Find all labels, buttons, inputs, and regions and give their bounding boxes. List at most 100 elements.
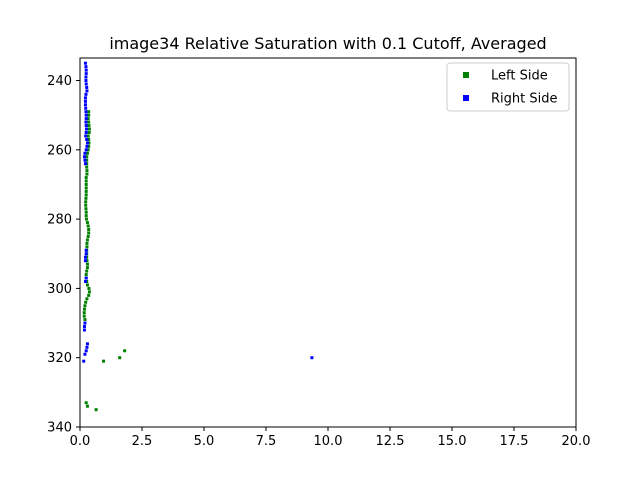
data-point: [85, 165, 89, 169]
data-point: [84, 248, 88, 252]
x-tick-label: 10.0: [314, 434, 343, 449]
x-tick-label: 12.5: [376, 434, 405, 449]
data-point: [84, 130, 88, 134]
data-point: [84, 182, 88, 186]
data-point: [84, 214, 88, 218]
data-point: [82, 314, 86, 318]
data-point: [84, 106, 88, 110]
data-point: [87, 286, 91, 290]
x-tick-label: 17.5: [500, 434, 529, 449]
data-point: [84, 68, 88, 72]
data-point: [84, 82, 88, 86]
y-tick-label: 300: [47, 282, 72, 297]
data-point: [85, 89, 89, 93]
data-point: [87, 113, 91, 117]
data-point: [84, 196, 88, 200]
data-point: [84, 217, 88, 221]
data-point: [85, 345, 89, 349]
data-point: [83, 158, 87, 162]
data-point: [83, 96, 87, 100]
data-point: [84, 189, 88, 193]
data-point: [87, 137, 91, 141]
legend-marker: [463, 72, 469, 78]
data-point: [85, 297, 89, 301]
data-point: [85, 283, 89, 287]
data-point: [87, 120, 91, 124]
data-point: [84, 203, 88, 207]
data-point: [86, 224, 90, 228]
data-point: [84, 179, 88, 183]
data-point: [87, 144, 91, 148]
data-point: [85, 155, 89, 159]
data-point: [83, 304, 87, 308]
x-tick-label: 20.0: [562, 434, 591, 449]
x-axis: 0.0 2.5 5.0 7.5 10.0 12.5 15.0 17.5 20.0: [70, 427, 591, 449]
data-point: [85, 141, 89, 145]
legend: Left Side Right Side: [446, 62, 570, 112]
y-tick-label: 280: [47, 213, 72, 228]
series-right-side: [82, 61, 314, 363]
data-point: [87, 124, 91, 128]
x-tick-label: 0.0: [70, 434, 91, 449]
data-point: [86, 117, 90, 121]
y-tick-label: 320: [47, 351, 72, 366]
data-point: [83, 162, 87, 166]
data-point: [83, 151, 87, 155]
data-point: [83, 99, 87, 103]
data-point: [85, 221, 89, 225]
data-point: [84, 117, 88, 121]
legend-marker: [463, 95, 469, 101]
data-point: [85, 238, 89, 242]
legend-box: [446, 62, 570, 112]
data-point: [84, 176, 88, 180]
y-tick-label: 340: [47, 421, 72, 436]
data-point: [83, 352, 87, 356]
data-point: [85, 245, 89, 249]
x-tick-label: 15.0: [438, 434, 467, 449]
data-point: [84, 79, 88, 83]
data-point: [84, 349, 88, 353]
data-point: [87, 228, 91, 232]
data-point: [85, 262, 89, 266]
data-point: [83, 279, 87, 283]
data-point: [84, 276, 88, 280]
data-point: [85, 137, 89, 141]
data-point: [85, 172, 89, 176]
data-point: [83, 318, 87, 322]
data-point: [83, 321, 87, 325]
data-point: [84, 124, 88, 128]
data-point: [83, 255, 87, 259]
data-point: [84, 186, 88, 190]
data-point: [83, 103, 87, 107]
data-point: [82, 325, 86, 329]
data-point: [87, 293, 91, 297]
data-point: [84, 193, 88, 197]
x-tick-label: 2.5: [132, 434, 153, 449]
data-point: [84, 120, 88, 124]
data-point: [118, 356, 122, 360]
data-point: [86, 234, 90, 238]
data-point: [84, 110, 88, 114]
data-point: [84, 65, 88, 69]
data-point: [86, 134, 90, 138]
data-point: [85, 144, 89, 148]
data-point: [102, 359, 106, 363]
chart-title: image34 Relative Saturation with 0.1 Cut…: [109, 34, 546, 53]
data-point: [84, 134, 88, 138]
data-point: [87, 130, 91, 134]
data-point: [84, 127, 88, 131]
data-point: [84, 273, 88, 277]
data-point: [82, 307, 86, 311]
data-point: [86, 148, 90, 152]
data-point: [82, 359, 86, 363]
data-point: [87, 290, 91, 294]
data-point: [84, 72, 88, 76]
data-point: [83, 259, 87, 263]
data-point: [84, 207, 88, 211]
legend-label: Left Side: [491, 69, 548, 84]
data-point: [84, 300, 88, 304]
y-tick-label: 260: [47, 143, 72, 158]
data-point: [85, 151, 89, 155]
